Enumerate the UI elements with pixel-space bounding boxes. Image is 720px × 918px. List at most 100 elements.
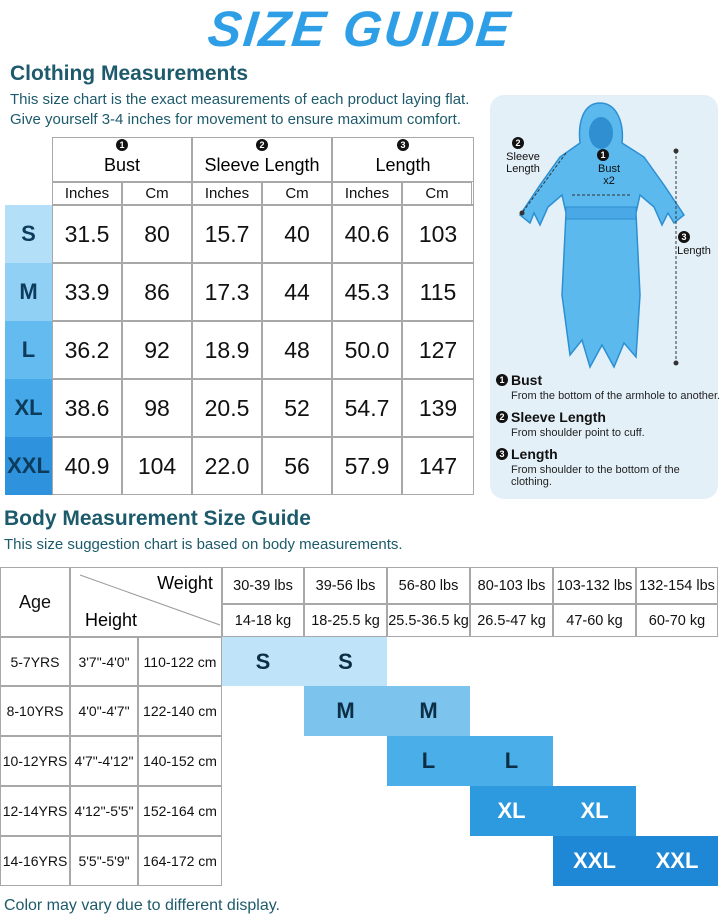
age-header: Age	[0, 567, 70, 637]
weight-kg: 18-25.5 kg	[304, 604, 387, 637]
measure-cell: 139	[402, 379, 474, 437]
measure-cell: 86	[122, 263, 192, 321]
measure-cell: 115	[402, 263, 474, 321]
measure-cell: 80	[122, 205, 192, 263]
size-label: XXL	[5, 437, 52, 495]
unit-label: Inches	[332, 182, 402, 205]
height-label: Height	[84, 609, 138, 630]
measure-cell: 50.0	[332, 321, 402, 379]
measure-cell: 54.7	[332, 379, 402, 437]
height-cm: 110-122 cm	[138, 637, 222, 686]
title: SIZE GUIDE	[205, 1, 515, 57]
marker-label: Length	[677, 245, 711, 257]
size-label: M	[5, 263, 52, 321]
measure-cell: 147	[402, 437, 474, 495]
measure-cell: 103	[402, 205, 474, 263]
number-badge: 3	[678, 231, 690, 243]
weight-lbs: 39-56 lbs	[304, 567, 387, 604]
measure-cell: 48	[262, 321, 332, 379]
column-name: Bust	[103, 154, 141, 175]
height-cm: 164-172 cm	[138, 836, 222, 886]
weight-lbs: 103-132 lbs	[553, 567, 636, 604]
age-cell: 5-7YRS	[0, 637, 70, 686]
measure-cell: 104	[122, 437, 192, 495]
weight-lbs: 30-39 lbs	[222, 567, 304, 604]
height-ft: 5'5"-5'9"	[70, 836, 138, 886]
number-badge: 2	[512, 137, 524, 149]
measure-cell: 22.0	[192, 437, 262, 495]
height-cm: 122-140 cm	[138, 686, 222, 736]
size-label: XL	[5, 379, 52, 437]
note-title: Length	[511, 446, 558, 462]
weight-lbs: 56-80 lbs	[387, 567, 470, 604]
measure-cell: 31.5	[52, 205, 122, 263]
measure-cell: 20.5	[192, 379, 262, 437]
measure-cell: 44	[262, 263, 332, 321]
height-ft: 4'12"-5'5"	[70, 786, 138, 836]
weight-lbs: 80-103 lbs	[470, 567, 553, 604]
height-ft: 4'7"-4'12"	[70, 736, 138, 786]
number-badge: 3	[496, 448, 508, 460]
size-cell: XL	[553, 786, 636, 836]
size-cell: M	[387, 686, 470, 736]
age-cell: 14-16YRS	[0, 836, 70, 886]
size-cell: S	[222, 637, 304, 686]
number-badge: 2	[256, 139, 268, 151]
number-badge: 1	[597, 149, 609, 161]
note-desc: From shoulder point to cuff.	[511, 427, 645, 439]
weight-height-header	[70, 567, 222, 637]
note-desc: From the bottom of the armhole to anothe…	[511, 390, 720, 402]
weight-kg: 60-70 kg	[636, 604, 718, 637]
measure-cell: 40.6	[332, 205, 402, 263]
size-cell: M	[304, 686, 387, 736]
number-badge: 1	[496, 374, 508, 386]
measure-cell: 98	[122, 379, 192, 437]
diagonal	[79, 574, 221, 626]
intro-line: This size chart is the exact measurement…	[10, 91, 470, 108]
measure-cell: 38.6	[52, 379, 122, 437]
measure-cell: 40	[262, 205, 332, 263]
marker-label: Sleeve Length	[506, 151, 540, 175]
weight-lbs: 132-154 lbs	[636, 567, 718, 604]
measure-cell: 45.3	[332, 263, 402, 321]
measure-cell: 18.9	[192, 321, 262, 379]
note-desc: From shoulder to the bottom of the cloth…	[511, 464, 680, 488]
age-cell: 12-14YRS	[0, 786, 70, 836]
measure-cell: 36.2	[52, 321, 122, 379]
measure-cell: 33.9	[52, 263, 122, 321]
measure-cell: 92	[122, 321, 192, 379]
measure-cell: 17.3	[192, 263, 262, 321]
clothing-heading: Clothing Measurements	[10, 62, 249, 85]
intro-line: Give yourself 3-4 inches for movement to…	[10, 111, 461, 128]
size-cell: L	[387, 736, 470, 786]
marker-label: Bust x2	[597, 163, 620, 187]
column-group	[332, 137, 474, 182]
measure-cell: 57.9	[332, 437, 402, 495]
measure-cell: 52	[262, 379, 332, 437]
column-name: Length	[375, 154, 431, 175]
number-badge: 1	[116, 139, 128, 151]
size-label: L	[5, 321, 52, 379]
measure-cell: 127	[402, 321, 474, 379]
note-title: Bust	[511, 372, 543, 388]
measure-cell: 15.7	[192, 205, 262, 263]
weight-kg: 26.5-47 kg	[470, 604, 553, 637]
weight-label: Weight	[157, 572, 213, 593]
body-intro: This size suggestion chart is based on b…	[4, 536, 403, 553]
unit-label: Cm	[262, 182, 332, 205]
weight-kg: 25.5-36.5 kg	[387, 604, 470, 637]
measure-cell: 40.9	[52, 437, 122, 495]
size-cell: S	[304, 637, 387, 686]
number-badge: 3	[397, 139, 409, 151]
measure-cell: 56	[262, 437, 332, 495]
age-cell: 10-12YRS	[0, 736, 70, 786]
weight-kg: 47-60 kg	[553, 604, 636, 637]
height-ft: 4'0"-4'7"	[70, 686, 138, 736]
height-cm: 152-164 cm	[138, 786, 222, 836]
unit-label: Inches	[192, 182, 262, 205]
robe-illustration	[518, 102, 686, 369]
column-name: Sleeve Length	[204, 154, 320, 175]
size-cell: XL	[470, 786, 553, 836]
number-badge: 2	[496, 411, 508, 423]
